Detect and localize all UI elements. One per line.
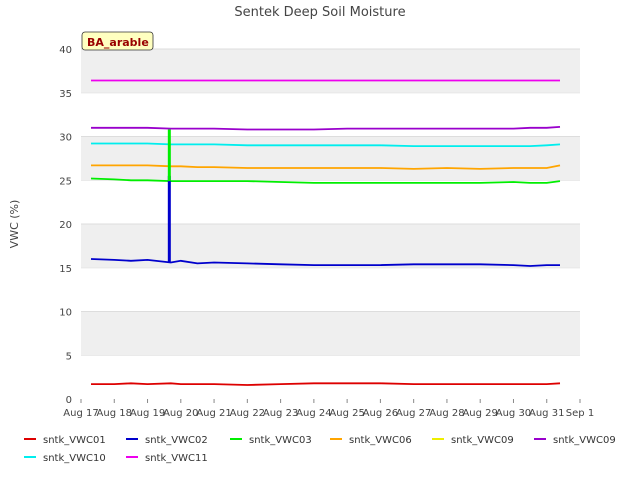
x-tick-label: Aug 28 — [429, 408, 464, 419]
grid-band — [81, 311, 580, 356]
legend-label: sntk_VWC09 — [553, 435, 616, 446]
x-tick-label: Aug 25 — [329, 408, 364, 419]
x-tick-label: Aug 27 — [396, 408, 431, 419]
legend-label: sntk_VWC02 — [145, 435, 208, 446]
x-tick-label: Aug 20 — [163, 408, 198, 419]
x-tick-label: Aug 26 — [363, 408, 398, 419]
x-tick-label: Aug 24 — [296, 408, 331, 419]
x-tick-label: Aug 19 — [130, 408, 165, 419]
y-tick-label: 40 — [59, 45, 72, 56]
y-axis-label: VWC (%) — [8, 200, 21, 249]
y-tick-label: 35 — [59, 89, 72, 100]
y-axis: 0 5 10 15 20 25 30 35 40 — [59, 45, 72, 406]
series-line — [91, 382, 561, 386]
legend-label: sntk_VWC10 — [43, 453, 106, 464]
series-line — [90, 177, 561, 184]
annotation-box: BA_arable — [81, 31, 154, 51]
x-tick-label: Aug 21 — [196, 408, 231, 419]
x-tick-label: Aug 29 — [462, 408, 497, 419]
y-tick-label: 10 — [59, 308, 72, 319]
legend-label: sntk_VWC03 — [249, 435, 312, 446]
legend-label: sntk_VWC09 — [451, 435, 514, 446]
legend-label: sntk_VWC11 — [145, 453, 208, 464]
x-tick-label: Sep 1 — [566, 408, 594, 419]
x-tick-label: Aug 31 — [529, 408, 564, 419]
x-tick-label: Aug 23 — [263, 408, 298, 419]
y-tick-label: 0 — [66, 395, 72, 406]
annotation-frame — [81, 31, 154, 51]
y-tick-label: 25 — [59, 176, 72, 187]
legend-label: sntk_VWC06 — [349, 435, 412, 446]
grid-band — [81, 49, 580, 93]
x-tick-label: Aug 30 — [496, 408, 531, 419]
x-tick-label: Aug 17 — [63, 408, 98, 419]
series-line — [91, 164, 561, 170]
legend: sntk_VWC01 sntk_VWC02 sntk_VWC03 sntk_VWC06… — [24, 435, 616, 464]
legend-label: sntk_VWC01 — [43, 435, 106, 446]
chart-title: Sentek Deep Soil Moisture — [234, 5, 405, 20]
y-tick-label: 5 — [66, 351, 72, 362]
plot-background — [81, 48, 580, 399]
x-tick-label: Aug 18 — [97, 408, 132, 419]
annotation-text: BA_arable — [87, 36, 149, 49]
series-lines — [90, 79, 561, 386]
y-tick-label: 15 — [59, 264, 72, 275]
y-tick-label: 20 — [59, 220, 72, 231]
series-line — [91, 142, 561, 148]
series-line — [90, 258, 560, 267]
x-tick-label: Aug 22 — [230, 408, 265, 419]
y-tick-label: 30 — [59, 133, 72, 144]
grid-band — [81, 224, 580, 268]
series-line — [91, 126, 561, 131]
